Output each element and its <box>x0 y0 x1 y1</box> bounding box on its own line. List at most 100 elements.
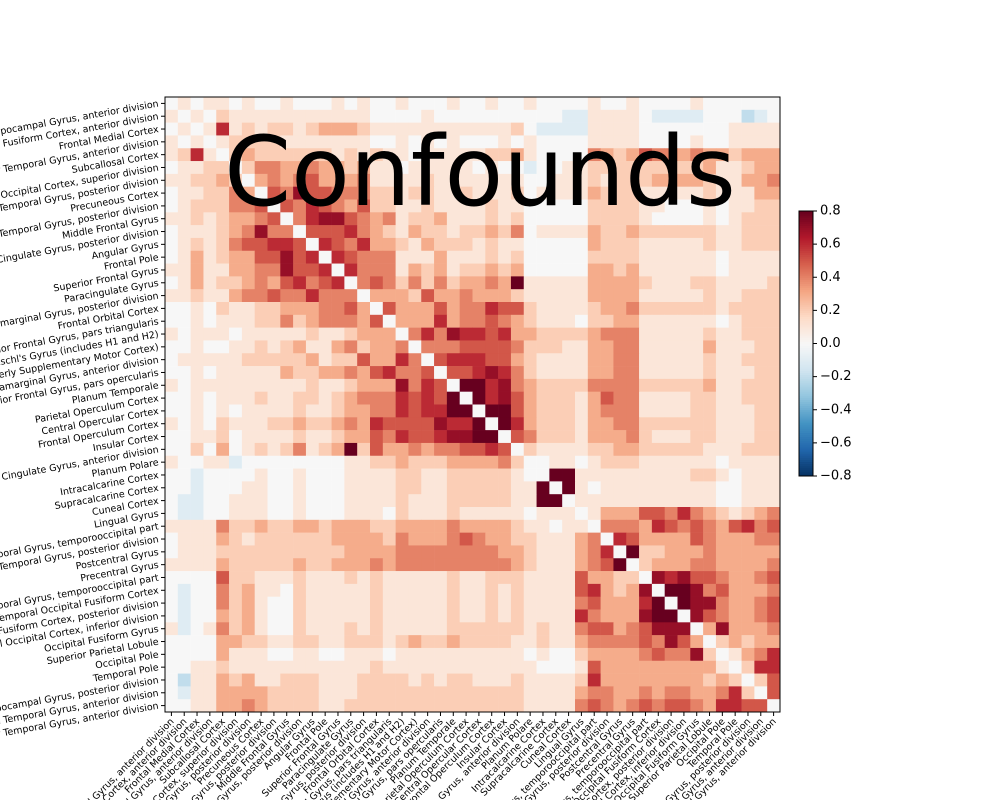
matrix-cell <box>241 596 255 610</box>
matrix-cell <box>165 660 179 674</box>
matrix-cell <box>408 109 422 123</box>
matrix-cell <box>651 276 665 290</box>
matrix-cell <box>241 391 255 405</box>
matrix-cell <box>331 135 345 149</box>
matrix-cell <box>459 212 473 226</box>
matrix-cell <box>280 122 294 136</box>
matrix-cell <box>331 417 345 431</box>
matrix-cell <box>536 212 550 226</box>
colorbar-step <box>799 449 813 452</box>
matrix-cell <box>651 455 665 469</box>
matrix-cell <box>741 442 755 457</box>
matrix-cell <box>613 519 627 533</box>
matrix-cell <box>318 109 332 123</box>
matrix-cell <box>370 519 384 533</box>
matrix-cell <box>203 237 217 252</box>
matrix-cell <box>190 148 204 162</box>
matrix-cell <box>165 366 179 380</box>
matrix-cell <box>626 353 640 367</box>
matrix-cell <box>203 289 217 303</box>
matrix-cell <box>651 596 665 610</box>
matrix-cell <box>523 558 537 572</box>
matrix-cell <box>177 148 191 162</box>
colorbar-tick-label: −0.4 <box>820 402 852 417</box>
matrix-cell <box>498 148 512 162</box>
matrix-cell <box>318 558 332 572</box>
matrix-cell <box>382 263 396 277</box>
matrix-cell <box>241 622 255 636</box>
matrix-cell <box>395 507 409 521</box>
matrix-cell <box>421 673 435 687</box>
matrix-cell <box>562 699 576 713</box>
matrix-cell <box>600 378 614 392</box>
matrix-cell <box>715 609 730 623</box>
matrix-cell <box>510 122 525 136</box>
matrix-cell <box>485 558 499 572</box>
matrix-cell <box>254 686 268 700</box>
matrix-cell <box>305 660 320 674</box>
matrix-cell <box>703 494 717 508</box>
matrix-cell <box>703 583 717 597</box>
matrix-cell <box>357 660 371 674</box>
matrix-cell <box>267 673 281 687</box>
matrix-cell <box>344 289 358 303</box>
matrix-cell <box>715 545 730 559</box>
matrix-cell <box>472 417 486 431</box>
matrix-cell <box>434 97 448 111</box>
matrix-cell <box>318 686 332 700</box>
matrix-cell <box>613 404 627 418</box>
matrix-cell <box>677 199 691 213</box>
matrix-cell <box>395 532 409 546</box>
matrix-cell <box>165 135 179 149</box>
matrix-cell <box>562 340 576 354</box>
matrix-cell <box>318 507 332 521</box>
matrix-cell <box>382 391 396 405</box>
matrix-cell <box>677 699 691 713</box>
matrix-cell <box>446 97 460 111</box>
matrix-cell <box>767 135 781 149</box>
matrix-cell <box>754 97 768 111</box>
matrix-cell <box>395 545 409 559</box>
matrix-cell <box>165 122 179 136</box>
matrix-cell <box>562 122 576 136</box>
matrix-cell <box>446 122 460 136</box>
matrix-cell <box>639 237 653 252</box>
colorbar-step <box>799 457 813 460</box>
matrix-cell <box>664 237 678 252</box>
matrix-cell <box>267 212 281 226</box>
matrix-cell <box>536 622 550 636</box>
matrix-cell <box>472 302 486 316</box>
matrix-cell <box>664 417 678 431</box>
matrix-cell <box>216 455 230 469</box>
colorbar-step <box>799 391 813 394</box>
matrix-cell <box>510 148 525 162</box>
matrix-cell <box>229 545 243 559</box>
matrix-cell <box>754 558 768 572</box>
matrix-cell <box>575 212 589 226</box>
matrix-cell <box>549 596 563 610</box>
matrix-cell <box>382 404 396 418</box>
matrix-cell <box>677 173 691 187</box>
colorbar-step <box>799 447 813 450</box>
matrix-cell <box>203 378 217 392</box>
matrix-cell <box>229 148 243 162</box>
matrix-cell <box>767 391 781 405</box>
matrix-cell <box>626 583 640 597</box>
matrix-cell <box>229 635 243 649</box>
matrix-cell <box>357 635 371 649</box>
matrix-cell <box>344 673 358 687</box>
matrix-cell <box>229 353 243 367</box>
matrix-cell <box>664 276 678 290</box>
matrix-cell <box>498 519 512 533</box>
matrix-cell <box>767 276 781 290</box>
matrix-cell <box>408 186 422 200</box>
matrix-cell <box>741 507 755 521</box>
matrix-cell <box>741 494 755 508</box>
matrix-cell <box>754 340 768 354</box>
matrix-cell <box>485 161 499 175</box>
matrix-cell <box>382 507 396 521</box>
matrix-cell <box>677 571 691 585</box>
matrix-cell <box>754 250 768 264</box>
matrix-cell <box>664 455 678 469</box>
matrix-cell <box>395 366 409 380</box>
